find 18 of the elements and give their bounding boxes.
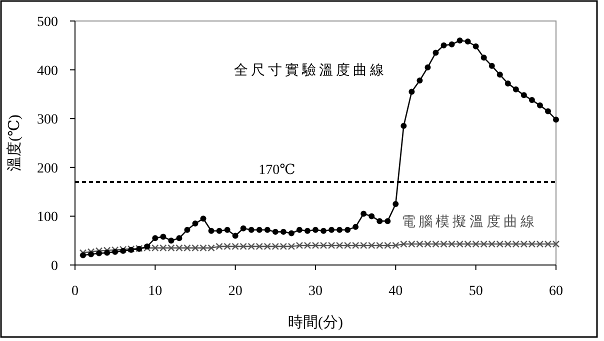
x-axis-title: 時間(分) xyxy=(288,314,343,331)
x-tick-label: 50 xyxy=(468,284,483,299)
y-tick-label: 200 xyxy=(37,161,58,176)
y-tick-label: 400 xyxy=(37,64,58,79)
ref-line-label: 170℃ xyxy=(258,163,296,178)
x-tick-label: 10 xyxy=(148,284,162,299)
x-tick-label: 20 xyxy=(228,284,242,299)
y-tick-label: 300 xyxy=(37,112,58,128)
x-tick-label: 40 xyxy=(388,284,403,299)
series-label: 全尺寸實驗溫度曲線 xyxy=(234,62,388,79)
x-tick-label: 60 xyxy=(549,284,563,299)
series-label: 電腦模擬溫度曲線 xyxy=(401,214,538,230)
y-tick-label: 0 xyxy=(51,259,58,274)
y-tick-label: 100 xyxy=(37,210,58,226)
x-tick-label: 0 xyxy=(72,284,78,299)
y-axis-title: 溫度(℃) xyxy=(6,114,23,172)
y-tick-label: 500 xyxy=(37,15,58,30)
x-tick-label: 30 xyxy=(308,284,322,299)
